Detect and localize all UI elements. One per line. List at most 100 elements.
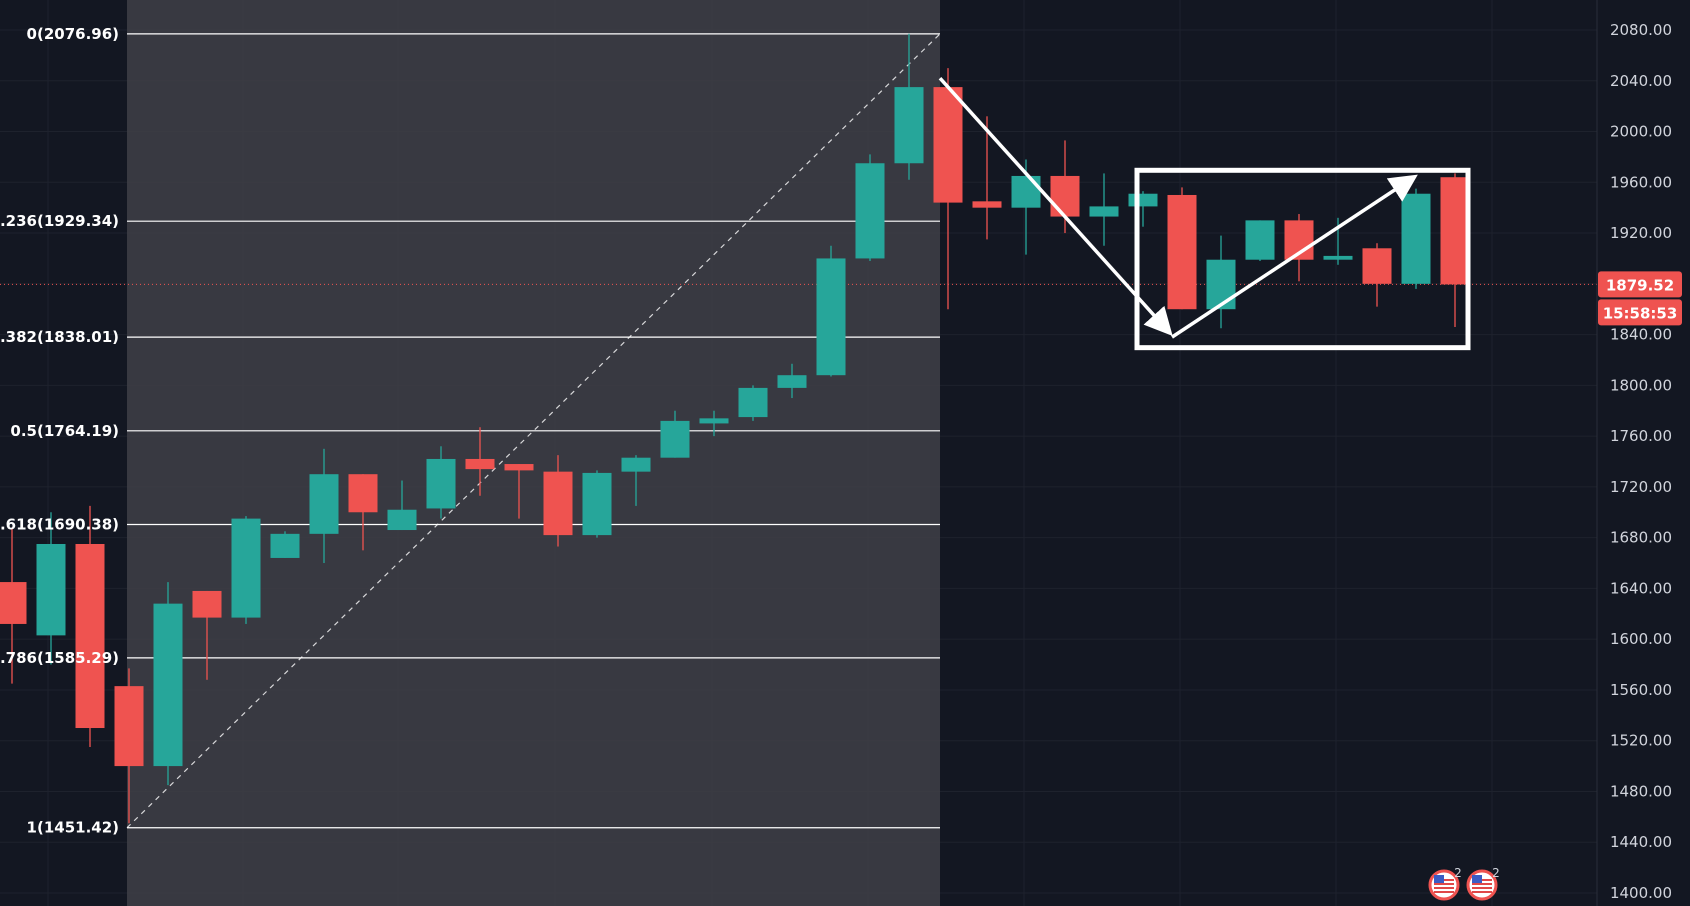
- candle-body: [1401, 193, 1431, 284]
- candle-body: [387, 509, 417, 531]
- candle-bullish: [426, 446, 456, 519]
- candle-bullish: [153, 582, 183, 786]
- candle-bullish: [894, 33, 924, 180]
- candle-bearish: [933, 68, 963, 310]
- candle-body: [621, 457, 651, 472]
- candle-bearish: [1050, 140, 1080, 234]
- price-tick-label: 2040.00: [1610, 72, 1672, 90]
- candle-body: [816, 258, 846, 376]
- up-arrow[interactable]: [1171, 174, 1418, 339]
- us-flag-event-icon[interactable]: 2: [1428, 866, 1462, 901]
- candle-body: [426, 458, 456, 509]
- candle-body: [777, 375, 807, 388]
- fibonacci-labels: 0(2076.96) 0.236(1929.34) 0.382(1838.01) 0.…: [0, 25, 119, 837]
- us-flag-event-icon[interactable]: 2: [1466, 866, 1500, 901]
- price-tick-label: 1480.00: [1610, 782, 1672, 800]
- candle-bearish: [1167, 187, 1197, 310]
- down-arrow[interactable]: [938, 77, 1173, 336]
- flag-canton: [1472, 875, 1482, 883]
- candle-bearish: [192, 590, 222, 680]
- fibonacci-levels: [127, 33, 940, 829]
- candle-body: [1011, 175, 1041, 208]
- candle-bullish: [36, 512, 66, 665]
- candle-body: [582, 472, 612, 536]
- candle-body: [1089, 206, 1119, 217]
- price-tick-label: 1720.00: [1610, 478, 1672, 496]
- candle-bullish: [699, 410, 729, 437]
- countdown-box: [1598, 299, 1682, 326]
- candle-body: [933, 87, 963, 203]
- event-count-label: 2: [1454, 866, 1462, 880]
- current-price-box: [1598, 271, 1682, 298]
- flag-stripe: [1472, 891, 1492, 893]
- flag-stripe: [1472, 887, 1492, 889]
- candle-bearish: [972, 116, 1002, 240]
- drawing-annotations[interactable]: [938, 77, 1471, 351]
- fibonacci-level-label: 0.382(1838.01): [0, 328, 119, 346]
- candle-body: [75, 543, 105, 729]
- candle-body: [1323, 255, 1353, 260]
- candle-bullish: [582, 470, 612, 538]
- candle-body: [231, 518, 261, 618]
- candle-body: [1167, 194, 1197, 310]
- candle-body: [192, 590, 222, 618]
- candle-bullish: [777, 363, 807, 399]
- candle-body: [504, 464, 534, 471]
- candle-body: [699, 418, 729, 424]
- price-tick-label: 1560.00: [1610, 681, 1672, 699]
- candle-bearish: [1362, 243, 1392, 307]
- candle-bullish: [660, 410, 690, 458]
- price-tick-label: 1960.00: [1610, 173, 1672, 191]
- flag-stripe: [1434, 883, 1454, 885]
- candle-bullish: [1089, 173, 1119, 246]
- fibonacci-level-label: 0.236(1929.34): [0, 212, 119, 230]
- candle-body: [738, 387, 768, 418]
- flag-canton: [1434, 875, 1444, 883]
- price-axis-background: [1597, 0, 1690, 906]
- price-tick-label: 1680.00: [1610, 529, 1672, 547]
- candle-body: [309, 474, 339, 534]
- fibonacci-level-label: 0.5(1764.19): [10, 422, 119, 440]
- candle-bullish: [738, 385, 768, 421]
- candle-body: [855, 163, 885, 259]
- price-tick-label: 2000.00: [1610, 123, 1672, 141]
- price-tick-label: 1440.00: [1610, 833, 1672, 851]
- consolidation-box[interactable]: [1134, 167, 1471, 351]
- candle-body: [894, 87, 924, 164]
- candle-body: [972, 201, 1002, 208]
- price-tick-label: 1840.00: [1610, 326, 1672, 344]
- candle-body: [1440, 177, 1470, 285]
- candle-bearish: [114, 668, 144, 824]
- flag-stripe: [1472, 883, 1492, 885]
- candle-bullish: [1401, 188, 1431, 289]
- candlesticks: [0, 33, 1470, 824]
- candle-body: [660, 420, 690, 458]
- fibonacci-level-label: 1(1451.42): [27, 819, 119, 837]
- fibonacci-level-label: 0(2076.96): [27, 25, 119, 43]
- candle-body: [1206, 259, 1236, 310]
- current-price-value: 1879.52: [1606, 276, 1674, 294]
- candle-body: [543, 471, 573, 536]
- candle-bullish: [1011, 159, 1041, 255]
- price-tick-label: 1520.00: [1610, 732, 1672, 750]
- candle-bullish: [231, 516, 261, 624]
- candle-bearish: [504, 464, 534, 519]
- candle-bearish: [75, 505, 105, 748]
- candle-bullish: [1245, 220, 1275, 261]
- candle-bearish: [0, 527, 27, 684]
- candle-body: [1245, 220, 1275, 260]
- price-axis[interactable]: 1400.00 1440.00 1480.00 1520.00 1560.00 1600.…: [1596, 0, 1690, 906]
- fibonacci-zone: [127, 0, 940, 906]
- price-tick-label: 1800.00: [1610, 376, 1672, 394]
- candle-body: [1050, 175, 1080, 217]
- candle-body: [153, 603, 183, 767]
- price-tick-label: 1760.00: [1610, 427, 1672, 445]
- bar-countdown: 15:58:53: [1603, 304, 1678, 322]
- flag-stripe: [1434, 887, 1454, 889]
- candle-bullish: [1206, 235, 1236, 329]
- candle-bullish: [309, 448, 339, 564]
- candle-body: [270, 533, 300, 558]
- price-tick-label: 1400.00: [1610, 884, 1672, 902]
